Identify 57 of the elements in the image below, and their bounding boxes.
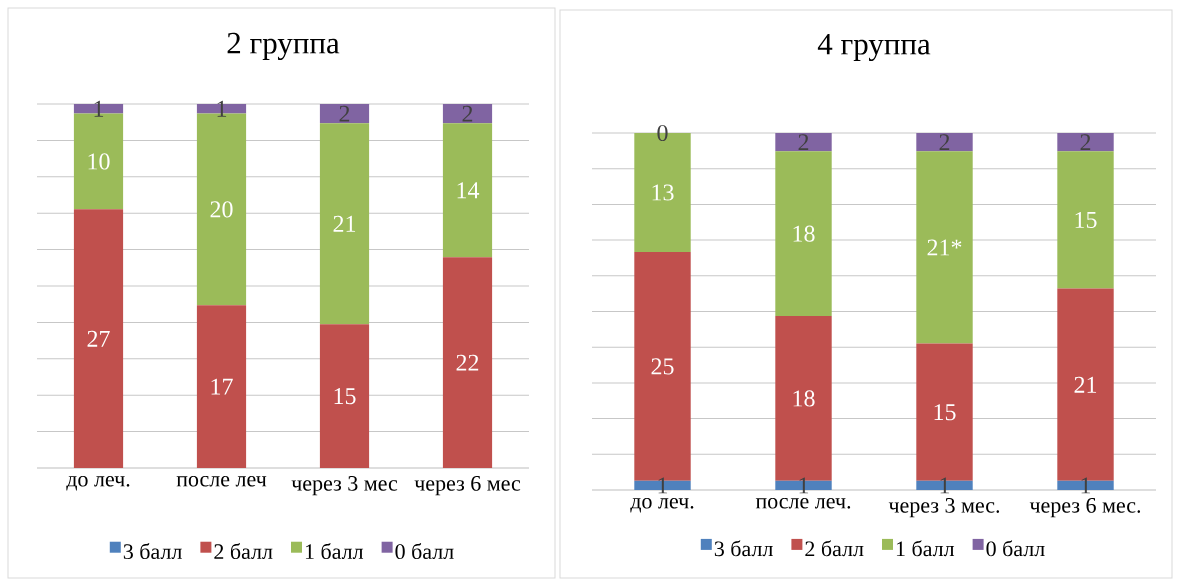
data-label: 15 bbox=[334, 388, 356, 405]
data-label: 22 bbox=[456, 354, 479, 371]
legend-label: 1 балл bbox=[896, 540, 955, 557]
bar bbox=[319, 104, 370, 124]
data-label: 1 bbox=[658, 477, 668, 494]
bar bbox=[73, 209, 124, 468]
chart-title: 2 группа bbox=[227, 32, 340, 61]
data-label: 27 bbox=[87, 330, 110, 347]
bar bbox=[775, 133, 832, 152]
bar bbox=[916, 151, 973, 344]
data-label: 2 bbox=[798, 134, 809, 151]
bar bbox=[319, 324, 370, 468]
data-label: 10 bbox=[88, 153, 110, 170]
x-tick-label: после леч bbox=[176, 476, 267, 487]
data-label: 14 bbox=[457, 182, 480, 199]
x-tick-label: до леч. bbox=[630, 498, 694, 513]
data-label: 2 bbox=[339, 105, 350, 122]
data-label: 1 bbox=[799, 477, 809, 494]
x-tick-label: до леч. bbox=[66, 476, 130, 491]
data-label: 2 bbox=[1080, 134, 1091, 151]
legend-label: 0 балл bbox=[986, 540, 1045, 557]
bar bbox=[319, 123, 370, 325]
x-tick-label: через 6 мес bbox=[414, 476, 521, 496]
data-label: 21 bbox=[333, 215, 356, 232]
x-tick-label: через 6 мес. bbox=[1029, 498, 1141, 518]
chart-title: 4 группа bbox=[817, 33, 931, 62]
x-tick-label: через 3 мес. bbox=[888, 498, 1000, 518]
data-label: 2 bbox=[939, 134, 950, 151]
legend-label: 3 балл bbox=[123, 543, 182, 560]
data-label: 1 bbox=[1081, 477, 1091, 494]
bar bbox=[1057, 151, 1114, 289]
legend-label: 0 балл bbox=[395, 543, 454, 560]
data-label: 15 bbox=[934, 404, 956, 421]
legend-label: 1 балл bbox=[305, 543, 364, 560]
bar bbox=[916, 133, 973, 152]
data-label: 17 bbox=[211, 378, 233, 395]
bar bbox=[442, 257, 493, 468]
data-label: 2 bbox=[462, 105, 473, 122]
data-label: 20 bbox=[210, 201, 233, 218]
data-label: 21 bbox=[1074, 376, 1097, 393]
data-label: 13 bbox=[652, 184, 674, 201]
data-label: 18 bbox=[793, 225, 815, 242]
legend-label: 2 балл bbox=[214, 543, 273, 560]
legend-label: 3 балл bbox=[714, 540, 773, 557]
x-tick-label: после леч. bbox=[755, 498, 851, 509]
data-label: 15 bbox=[1075, 211, 1097, 228]
bar bbox=[1057, 133, 1114, 152]
data-label: 21* bbox=[927, 239, 962, 256]
legend-label: 2 балл bbox=[805, 540, 864, 557]
data-label: 1 bbox=[940, 477, 950, 494]
bar bbox=[442, 123, 493, 258]
bar bbox=[442, 104, 493, 124]
x-tick-label: через 3 мес bbox=[291, 476, 398, 496]
bar bbox=[775, 151, 832, 317]
data-label: 18 bbox=[793, 390, 815, 407]
bar bbox=[196, 305, 247, 468]
data-label: 25 bbox=[651, 358, 674, 375]
